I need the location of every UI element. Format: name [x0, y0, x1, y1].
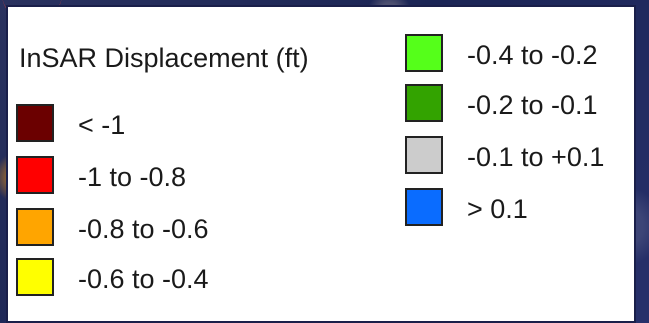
legend-swatch: [16, 258, 54, 296]
legend-item-label: -0.2 to -0.1: [467, 90, 598, 120]
legend-swatch: [405, 34, 443, 72]
legend-swatch: [16, 104, 54, 142]
legend-swatch: [405, 188, 443, 226]
legend-swatch: [405, 136, 443, 174]
legend-swatch: [16, 156, 54, 194]
legend-item-label: -0.1 to +0.1: [467, 142, 605, 172]
map-legend: InSAR Displacement (ft) < -1 -1 to -0.8 …: [6, 5, 636, 323]
legend-item-label: -1 to -0.8: [78, 162, 187, 192]
legend-item-label: < -1: [78, 110, 126, 140]
legend-item-label: -0.4 to -0.2: [467, 40, 598, 70]
legend-swatch: [16, 208, 54, 246]
legend-item-label: > 0.1: [467, 194, 528, 224]
legend-item-label: -0.6 to -0.4: [78, 264, 209, 294]
legend-item-label: -0.8 to -0.6: [78, 214, 209, 244]
legend-title: InSAR Displacement (ft): [19, 43, 309, 73]
legend-swatch: [405, 84, 443, 122]
